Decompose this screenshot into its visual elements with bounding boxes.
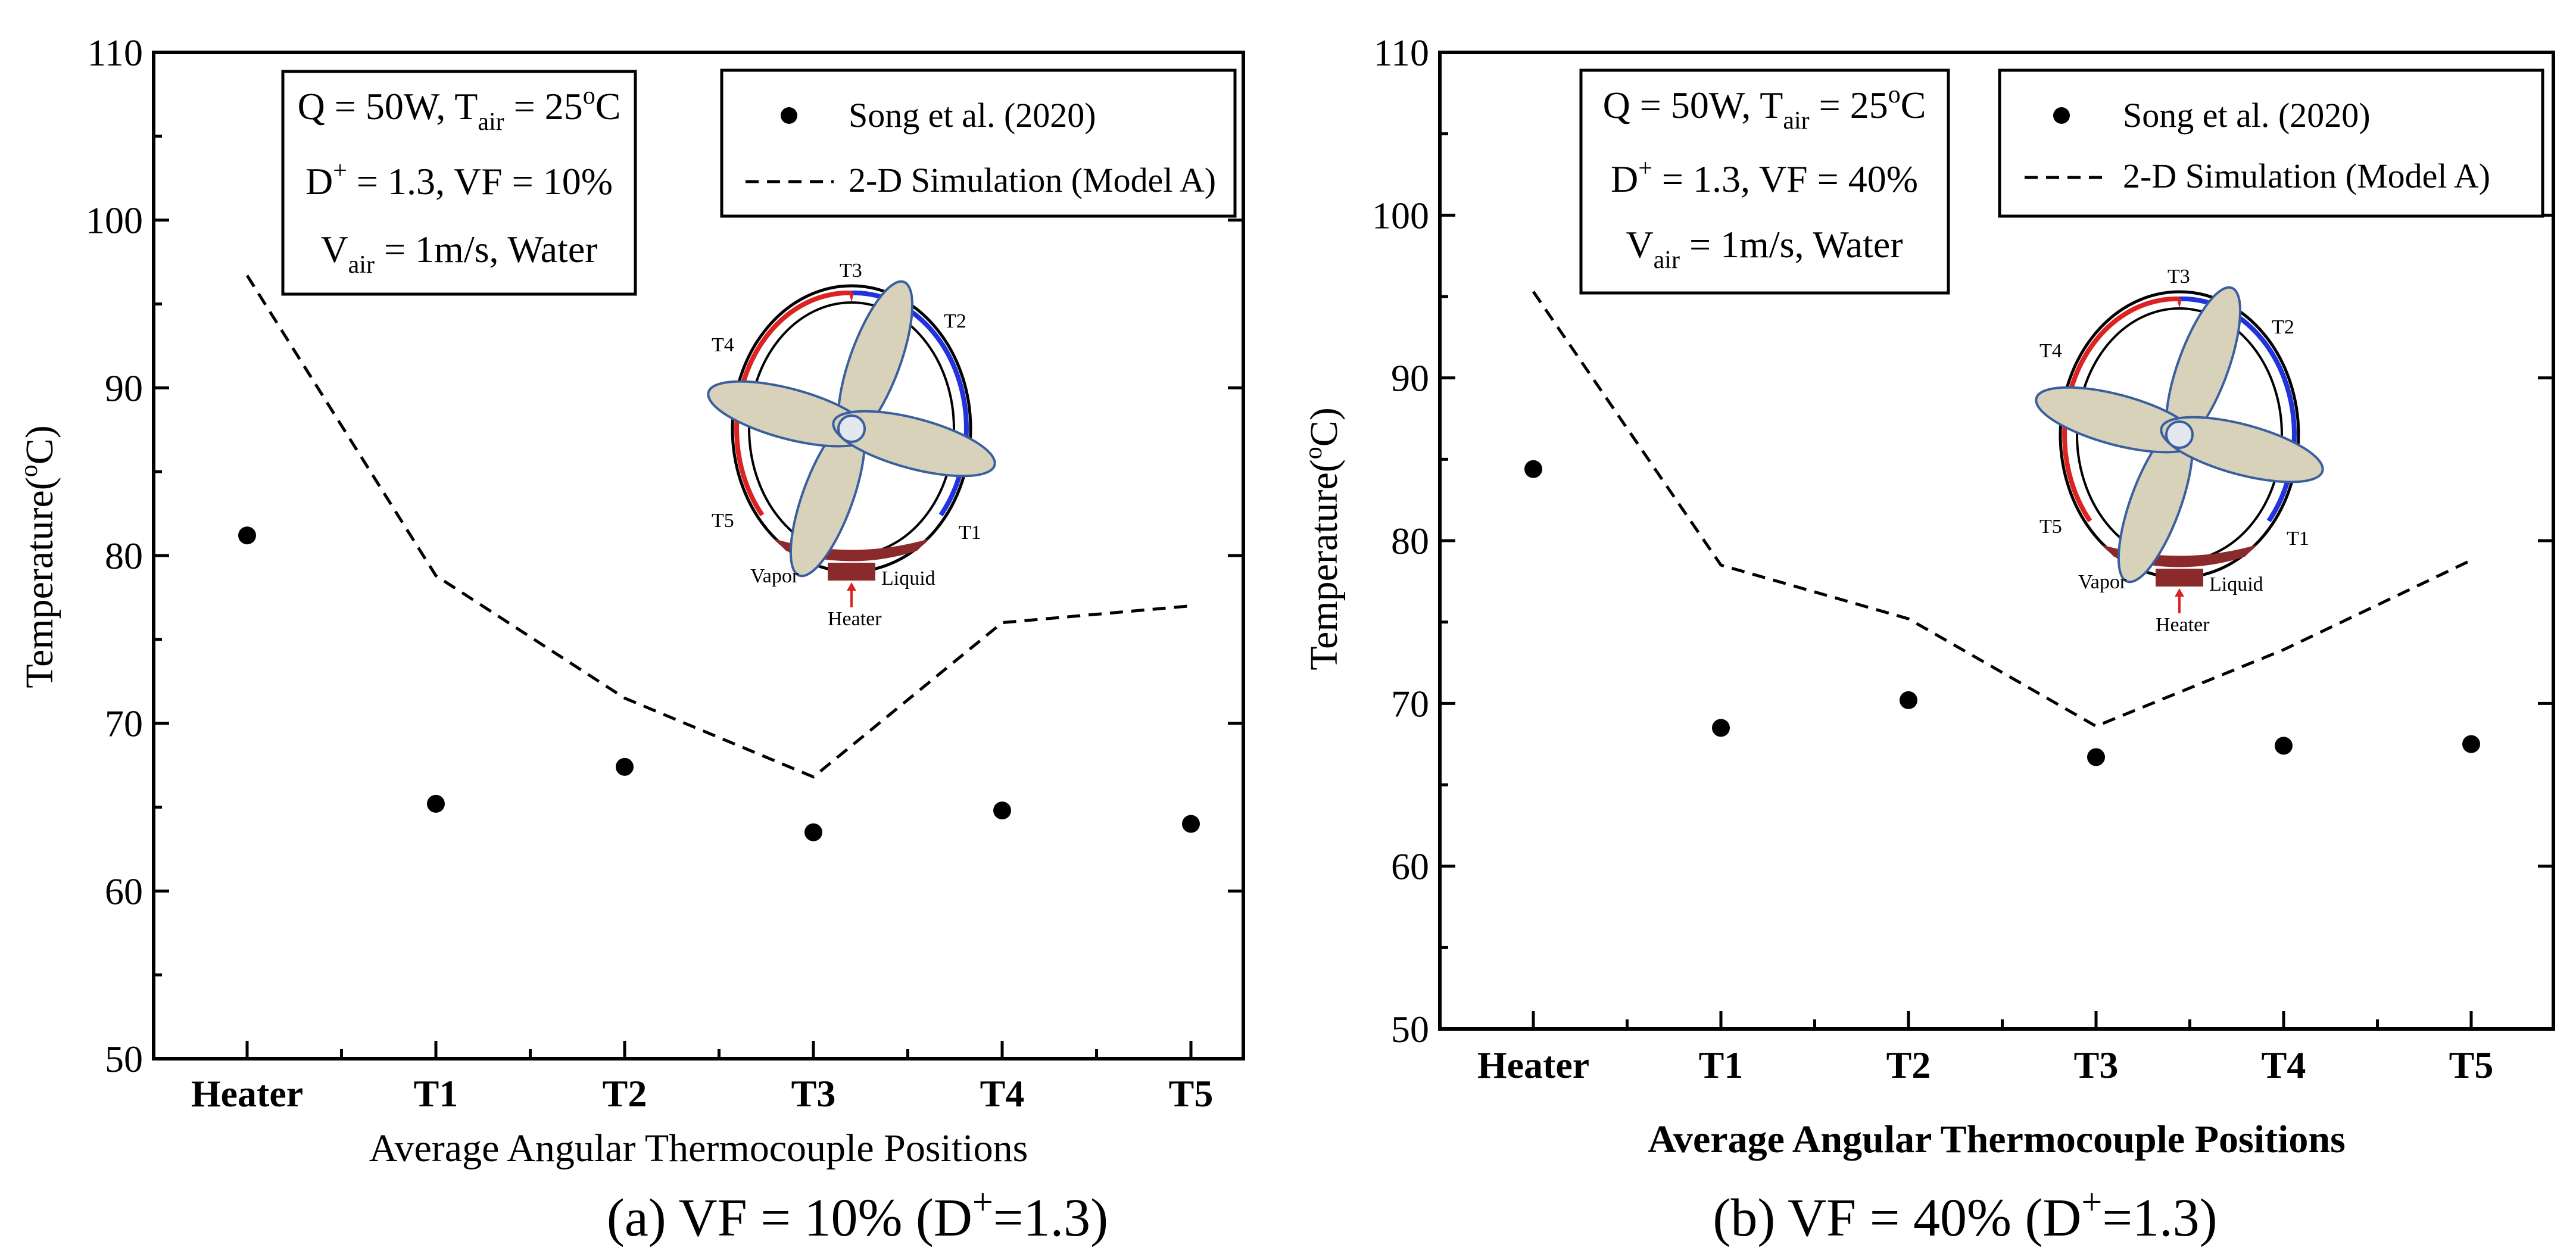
y-tick-label-a-100: 100: [86, 199, 143, 242]
song-point-b-heater: [1524, 460, 1542, 478]
legend-b: Song et al. (2020) 2-D Simulation (Model…: [1998, 68, 2544, 218]
y-tick-label-b-90: 90: [1391, 357, 1429, 400]
legend-a: Song et al. (2020) 2-D Simulation (Model…: [720, 68, 1237, 218]
x-tick-label-a-t1: T1: [414, 1072, 459, 1115]
legend-label-song-b: Song et al. (2020): [2123, 96, 2371, 135]
svg-text:T4: T4: [2039, 340, 2062, 362]
simulation-line-a: [245, 275, 1192, 779]
svg-text:Q = 50W, Tair = 25oC: Q = 50W, Tair = 25oC: [298, 82, 621, 136]
svg-text:Liquid: Liquid: [881, 567, 935, 589]
heat-pipe-inset-b: T3 T2 T4 T5 T1 Vapor Liquid Heater: [2035, 266, 2324, 636]
x-tick-label-b-t3: T3: [2074, 1044, 2119, 1086]
legend-label-song-a: Song et al. (2020): [849, 96, 1096, 135]
svg-text:Vapor: Vapor: [750, 565, 799, 587]
x-tick-label-b-t1: T1: [1699, 1044, 1744, 1086]
y-tick-label-b-100: 100: [1372, 194, 1429, 236]
svg-text:Heater: Heater: [828, 608, 882, 630]
svg-text:T2: T2: [2272, 316, 2294, 338]
panel-a: 50 60 70 80 90 100 110 Heater T1 T2 T3 T4 T5 Temper…: [15, 32, 1245, 1247]
panel-b: 50 60 70 80 90 100 110 Heater T1 T2 T3 T4 T5 Temper…: [1300, 32, 2555, 1247]
svg-text:Vair = 1m/s, Water: Vair = 1m/s, Water: [320, 228, 597, 279]
y-tick-label-a-50: 50: [105, 1038, 143, 1080]
y-tick-label-a-90: 90: [105, 367, 143, 409]
x-axis-title-a: Average Angular Thermocouple Positions: [369, 1127, 1028, 1170]
svg-text:Q = 50W, Tair = 25oC: Q = 50W, Tair = 25oC: [1603, 81, 1926, 135]
svg-text:T1: T1: [2287, 528, 2309, 550]
svg-text:T3: T3: [840, 260, 862, 282]
x-tick-label-a-t4: T4: [980, 1072, 1025, 1115]
song-point-a-t2: [616, 757, 634, 776]
condition-box-a: Q = 50W, Tair = 25oC D+ = 1.3, VF = 10% …: [281, 70, 637, 296]
x-tick-label-a-heater: Heater: [191, 1072, 303, 1115]
heat-pipe-inset-a: T3 T2 T4 T5 T1 Vapor Liquid Heater: [707, 260, 996, 630]
svg-text:Vapor: Vapor: [2078, 571, 2127, 593]
song-point-b-t2: [1900, 691, 1917, 709]
y-axis-title-b: Temperature(oC): [1300, 407, 1346, 670]
caption-b: (b) VF = 40% (D+=1.3): [1713, 1182, 2217, 1247]
x-tick-label-b-t5: T5: [2449, 1044, 2494, 1086]
x-axis-b: Heater T1 T2 T3 T4 T5: [1477, 1011, 2494, 1086]
x-axis-title-b: Average Angular Thermocouple Positions: [1648, 1118, 2346, 1161]
song-point-b-t4: [2275, 737, 2293, 755]
y-tick-label-b-70: 70: [1391, 682, 1429, 725]
x-tick-label-b-heater: Heater: [1477, 1044, 1589, 1086]
svg-text:Liquid: Liquid: [2209, 573, 2263, 595]
legend-marker-song-b: [2053, 107, 2070, 124]
svg-text:D+ = 1.3, VF = 40%: D+ = 1.3, VF = 40%: [1611, 155, 1918, 200]
y-tick-label-a-80: 80: [105, 535, 143, 577]
y-tick-label-b-60: 60: [1391, 846, 1429, 888]
svg-text:Heater: Heater: [2156, 614, 2210, 636]
song-point-a-t4: [993, 801, 1011, 820]
x-tick-label-b-t2: T2: [1886, 1044, 1931, 1086]
legend-label-sim-b: 2-D Simulation (Model A): [2123, 157, 2490, 195]
caption-a: (a) VF = 10% (D+=1.3): [607, 1182, 1108, 1247]
song-point-a-t1: [427, 794, 445, 813]
x-axis-a: Heater T1 T2 T3 T4 T5: [191, 1041, 1214, 1115]
song-point-b-t3: [2087, 748, 2105, 766]
y-tick-label-a-110: 110: [87, 32, 143, 74]
song-point-a-t5: [1182, 815, 1200, 833]
x-tick-label-a-t2: T2: [603, 1072, 647, 1115]
svg-text:D+ = 1.3, VF = 10%: D+ = 1.3, VF = 10%: [305, 157, 613, 202]
y-axis-b: 50 60 70 80 90 100 110: [1372, 32, 2553, 1050]
y-tick-label-b-50: 50: [1391, 1008, 1429, 1050]
y-axis-a: 50 60 70 80 90 100 110: [86, 32, 1243, 1080]
y-axis-title-a: Temperature(oC): [15, 425, 61, 688]
condition-box-b: Q = 50W, Tair = 25oC D+ = 1.3, VF = 40% …: [1579, 68, 1950, 295]
x-tick-label-b-t4: T4: [2262, 1044, 2306, 1086]
svg-text:T5: T5: [2039, 516, 2062, 538]
legend-marker-song-a: [781, 107, 797, 124]
svg-text:T5: T5: [712, 510, 734, 532]
legend-label-sim-a: 2-D Simulation (Model A): [849, 161, 1216, 199]
song-point-b-t1: [1712, 719, 1730, 737]
song-points-a: [238, 526, 1200, 841]
svg-text:T3: T3: [2168, 266, 2190, 288]
song-point-b-t5: [2462, 735, 2480, 753]
svg-text:T4: T4: [712, 334, 734, 356]
x-tick-label-a-t5: T5: [1169, 1072, 1214, 1115]
svg-text:Vair = 1m/s, Water: Vair = 1m/s, Water: [1626, 223, 1903, 274]
y-tick-label-a-70: 70: [105, 703, 143, 745]
svg-text:T1: T1: [959, 522, 981, 544]
song-points-b: [1524, 460, 2480, 766]
svg-text:T2: T2: [944, 310, 966, 332]
x-tick-label-a-t3: T3: [791, 1072, 836, 1115]
y-tick-label-a-60: 60: [105, 870, 143, 912]
y-tick-label-b-80: 80: [1391, 520, 1429, 562]
song-point-a-heater: [238, 526, 256, 545]
y-tick-label-b-110: 110: [1373, 32, 1429, 74]
song-point-a-t3: [804, 823, 822, 841]
simulation-line-b: [1532, 291, 2472, 728]
